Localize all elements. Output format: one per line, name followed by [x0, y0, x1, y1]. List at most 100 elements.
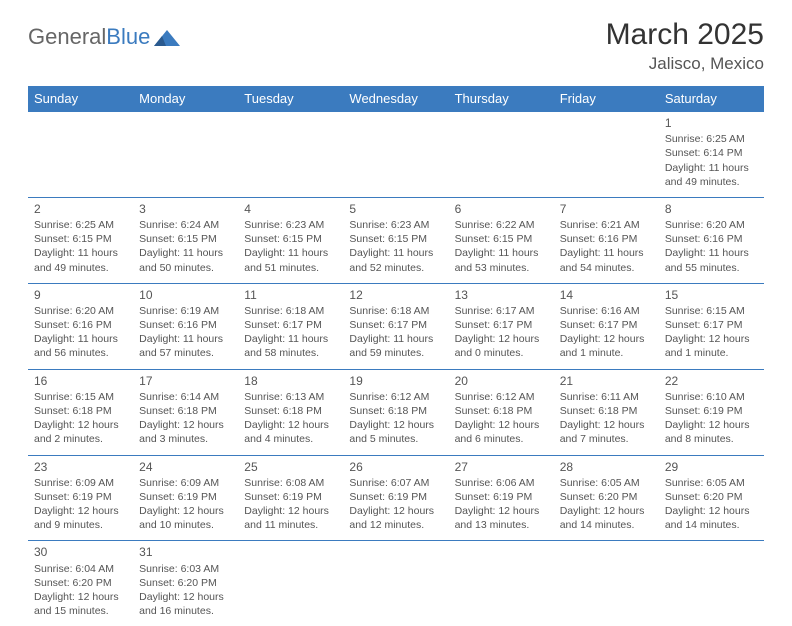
weekday-header: Thursday — [449, 86, 554, 112]
day-number: 10 — [139, 287, 232, 303]
calendar-day-cell: 6Sunrise: 6:22 AMSunset: 6:15 PMDaylight… — [449, 197, 554, 283]
calendar-day-cell: 4Sunrise: 6:23 AMSunset: 6:15 PMDaylight… — [238, 197, 343, 283]
calendar-day-cell: 7Sunrise: 6:21 AMSunset: 6:16 PMDaylight… — [554, 197, 659, 283]
calendar-week-row: 1Sunrise: 6:25 AMSunset: 6:14 PMDaylight… — [28, 112, 764, 198]
calendar-day-cell — [449, 112, 554, 198]
calendar-week-row: 16Sunrise: 6:15 AMSunset: 6:18 PMDayligh… — [28, 369, 764, 455]
day-number: 23 — [34, 459, 127, 475]
title-block: March 2025 Jalisco, Mexico — [606, 18, 764, 74]
calendar-day-cell: 20Sunrise: 6:12 AMSunset: 6:18 PMDayligh… — [449, 369, 554, 455]
calendar-day-cell: 29Sunrise: 6:05 AMSunset: 6:20 PMDayligh… — [659, 455, 764, 541]
day-number: 25 — [244, 459, 337, 475]
day-info: Sunrise: 6:22 AMSunset: 6:15 PMDaylight:… — [455, 218, 548, 275]
calendar-week-row: 23 Sunrise: 6:09 AMSunset: 6:19 PMDayligh… — [28, 455, 764, 541]
calendar-day-cell: 12Sunrise: 6:18 AMSunset: 6:17 PMDayligh… — [343, 283, 448, 369]
logo-text-general: General — [28, 24, 106, 50]
day-info: Sunrise: 6:13 AMSunset: 6:18 PMDaylight:… — [244, 390, 337, 447]
weekday-header: Friday — [554, 86, 659, 112]
calendar-table: Sunday Monday Tuesday Wednesday Thursday… — [28, 86, 764, 626]
logo-triangle-icon — [154, 28, 180, 46]
header: GeneralBlue March 2025 Jalisco, Mexico — [28, 18, 764, 74]
calendar-day-cell: 23Sunrise: 6:09 AMSunset: 6:19 PMDayligh… — [28, 455, 133, 541]
calendar-day-cell: 28Sunrise: 6:05 AMSunset: 6:20 PMDayligh… — [554, 455, 659, 541]
calendar-day-cell: 1Sunrise: 6:25 AMSunset: 6:14 PMDaylight… — [659, 112, 764, 198]
calendar-week-row: 9Sunrise: 6:20 AMSunset: 6:16 PMDaylight… — [28, 283, 764, 369]
weekday-header: Sunday — [28, 86, 133, 112]
day-info: Sunrise: 6:18 AMSunset: 6:17 PMDaylight:… — [244, 304, 337, 361]
day-number: 24 — [139, 459, 232, 475]
day-number: 7 — [560, 201, 653, 217]
day-number: 13 — [455, 287, 548, 303]
day-info: Sunrise: 6:12 AMSunset: 6:18 PMDaylight:… — [349, 390, 442, 447]
day-number: 27 — [455, 459, 548, 475]
day-info: Sunrise: 6:15 AMSunset: 6:17 PMDaylight:… — [665, 304, 758, 361]
day-number: 20 — [455, 373, 548, 389]
calendar-day-cell: 21Sunrise: 6:11 AMSunset: 6:18 PMDayligh… — [554, 369, 659, 455]
calendar-day-cell: 13Sunrise: 6:17 AMSunset: 6:17 PMDayligh… — [449, 283, 554, 369]
calendar-day-cell: 10Sunrise: 6:19 AMSunset: 6:16 PMDayligh… — [133, 283, 238, 369]
day-info: Sunrise: 6:04 AMSunset: 6:20 PMDaylight:… — [34, 562, 127, 619]
day-info: Sunrise: 6:06 AMSunset: 6:19 PMDaylight:… — [455, 476, 548, 533]
calendar-day-cell: 27Sunrise: 6:06 AMSunset: 6:19 PMDayligh… — [449, 455, 554, 541]
day-number: 29 — [665, 459, 758, 475]
day-info: Sunrise: 6:09 AMSunset: 6:19 PMDaylight:… — [139, 476, 232, 533]
calendar-day-cell: 31 Sunrise: 6:03 AMSunset: 6:20 PMDayligh… — [133, 541, 238, 626]
calendar-day-cell — [554, 112, 659, 198]
calendar-day-cell — [28, 112, 133, 198]
day-info: Sunrise: 6:05 AMSunset: 6:20 PMDaylight:… — [665, 476, 758, 533]
weekday-header: Tuesday — [238, 86, 343, 112]
day-number: 2 — [34, 201, 127, 217]
calendar-week-row: 2Sunrise: 6:25 AMSunset: 6:15 PMDaylight… — [28, 197, 764, 283]
day-number: 28 — [560, 459, 653, 475]
day-info: Sunrise: 6:18 AMSunset: 6:17 PMDaylight:… — [349, 304, 442, 361]
calendar-day-cell: 22Sunrise: 6:10 AMSunset: 6:19 PMDayligh… — [659, 369, 764, 455]
weekday-header-row: Sunday Monday Tuesday Wednesday Thursday… — [28, 86, 764, 112]
calendar-day-cell: 11Sunrise: 6:18 AMSunset: 6:17 PMDayligh… — [238, 283, 343, 369]
weekday-header: Wednesday — [343, 86, 448, 112]
logo-text-blue: Blue — [106, 24, 150, 50]
day-number: 22 — [665, 373, 758, 389]
calendar-day-cell — [343, 541, 448, 626]
calendar-day-cell — [238, 541, 343, 626]
day-info: Sunrise: 6:24 AMSunset: 6:15 PMDaylight:… — [139, 218, 232, 275]
calendar-day-cell — [659, 541, 764, 626]
calendar-day-cell — [554, 541, 659, 626]
day-number: 19 — [349, 373, 442, 389]
day-number: 21 — [560, 373, 653, 389]
day-number: 5 — [349, 201, 442, 217]
calendar-day-cell — [238, 112, 343, 198]
day-number: 4 — [244, 201, 337, 217]
calendar-day-cell — [343, 112, 448, 198]
day-info: Sunrise: 6:16 AMSunset: 6:17 PMDaylight:… — [560, 304, 653, 361]
calendar-week-row: 30 Sunrise: 6:04 AMSunset: 6:20 PMDayligh… — [28, 541, 764, 626]
day-info: Sunrise: 6:15 AMSunset: 6:18 PMDaylight:… — [34, 390, 127, 447]
logo: GeneralBlue — [28, 24, 180, 50]
day-number: 9 — [34, 287, 127, 303]
day-info: Sunrise: 6:05 AMSunset: 6:20 PMDaylight:… — [560, 476, 653, 533]
calendar-day-cell: 8Sunrise: 6:20 AMSunset: 6:16 PMDaylight… — [659, 197, 764, 283]
calendar-day-cell: 14Sunrise: 6:16 AMSunset: 6:17 PMDayligh… — [554, 283, 659, 369]
calendar-day-cell: 16Sunrise: 6:15 AMSunset: 6:18 PMDayligh… — [28, 369, 133, 455]
day-info: Sunrise: 6:14 AMSunset: 6:18 PMDaylight:… — [139, 390, 232, 447]
day-info: Sunrise: 6:11 AMSunset: 6:18 PMDaylight:… — [560, 390, 653, 447]
day-number: 30 — [34, 544, 127, 560]
calendar-day-cell: 24Sunrise: 6:09 AMSunset: 6:19 PMDayligh… — [133, 455, 238, 541]
page-subtitle: Jalisco, Mexico — [606, 54, 764, 74]
day-number: 31 — [139, 544, 232, 560]
day-info: Sunrise: 6:20 AMSunset: 6:16 PMDaylight:… — [34, 304, 127, 361]
day-info: Sunrise: 6:07 AMSunset: 6:19 PMDaylight:… — [349, 476, 442, 533]
day-number: 6 — [455, 201, 548, 217]
day-info: Sunrise: 6:03 AMSunset: 6:20 PMDaylight:… — [139, 562, 232, 619]
day-number: 16 — [34, 373, 127, 389]
day-info: Sunrise: 6:23 AMSunset: 6:15 PMDaylight:… — [349, 218, 442, 275]
day-info: Sunrise: 6:23 AMSunset: 6:15 PMDaylight:… — [244, 218, 337, 275]
calendar-day-cell — [133, 112, 238, 198]
day-info: Sunrise: 6:21 AMSunset: 6:16 PMDaylight:… — [560, 218, 653, 275]
calendar-day-cell: 30 Sunrise: 6:04 AMSunset: 6:20 PMDayligh… — [28, 541, 133, 626]
weekday-header: Monday — [133, 86, 238, 112]
day-info: Sunrise: 6:20 AMSunset: 6:16 PMDaylight:… — [665, 218, 758, 275]
weekday-header: Saturday — [659, 86, 764, 112]
calendar-day-cell: 18Sunrise: 6:13 AMSunset: 6:18 PMDayligh… — [238, 369, 343, 455]
calendar-day-cell: 3Sunrise: 6:24 AMSunset: 6:15 PMDaylight… — [133, 197, 238, 283]
calendar-day-cell: 9Sunrise: 6:20 AMSunset: 6:16 PMDaylight… — [28, 283, 133, 369]
